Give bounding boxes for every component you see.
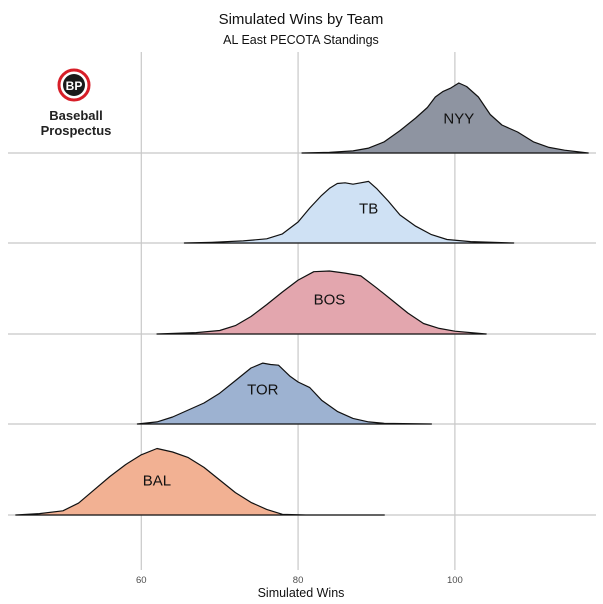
ridge-nyy	[301, 82, 589, 154]
x-axis-label: Simulated Wins	[258, 586, 345, 600]
ridge-tb	[183, 180, 515, 244]
ridge-bal	[15, 447, 385, 516]
logo-line1: Baseball	[49, 108, 102, 123]
chart-title: Simulated Wins by Team	[219, 11, 384, 28]
ridge-label-nyy: NYY	[443, 111, 474, 128]
logo-badge	[63, 74, 85, 96]
chart-subtitle: AL East PECOTA Standings	[223, 33, 379, 47]
ridge-tor	[136, 362, 432, 425]
baseball-prospectus-logo: BP Baseball Prospectus	[41, 68, 112, 138]
ridge-label-tb: TB	[359, 201, 378, 218]
ridge-label-bal: BAL	[143, 473, 171, 490]
logo-badge-text: BP	[66, 79, 83, 93]
ridge-label-tor: TOR	[247, 382, 279, 399]
ridge-label-bos: BOS	[314, 292, 346, 309]
x-tick-label: 100	[447, 575, 463, 586]
x-axis-ticks: 60 80 100	[136, 575, 463, 586]
logo-badge-ring	[57, 68, 91, 102]
ridge-bos	[156, 270, 487, 335]
ridges: NYY TB BOS TOR BAL	[15, 82, 589, 516]
logo-line2: Prospectus	[41, 123, 112, 138]
x-tick-label: 60	[136, 575, 147, 586]
x-tick-label: 80	[293, 575, 304, 586]
